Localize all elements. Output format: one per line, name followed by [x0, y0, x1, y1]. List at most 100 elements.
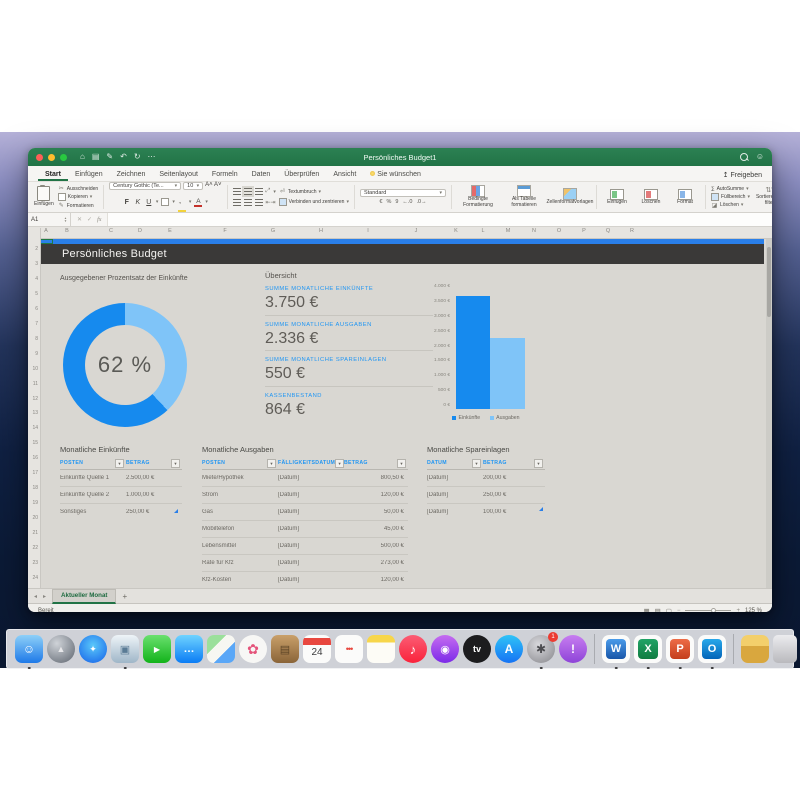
align-right-icon[interactable]: [254, 198, 263, 206]
paste-button[interactable]: Einfügen: [34, 185, 54, 208]
delete-cells-button[interactable]: Löschen: [636, 188, 666, 206]
currency-format-button[interactable]: €: [379, 199, 383, 205]
filter-button[interactable]: ▼: [267, 458, 276, 468]
prev-sheet-arrow[interactable]: ◂: [34, 593, 38, 600]
fill-color-button[interactable]: ◔: [177, 192, 186, 212]
share-button[interactable]: ↥ Freigeben: [722, 171, 762, 180]
filter-button[interactable]: ▼: [397, 458, 406, 468]
dock-app-store-icon[interactable]: A: [495, 635, 523, 663]
table-row[interactable]: Einkünfte Quelle 1 2.500,00 €: [60, 470, 182, 487]
formula-input[interactable]: [108, 213, 772, 226]
clear-button[interactable]: ◪ Löschen ▾: [711, 202, 744, 209]
cut-button[interactable]: ✂ Ausschneiden: [58, 185, 99, 193]
autosum-button[interactable]: ∑ AutoSumme ▾: [710, 185, 749, 192]
minimize-window-button[interactable]: [48, 153, 55, 161]
format-as-table-button[interactable]: Als Tabelle formatieren: [503, 185, 545, 209]
dock-outlook-icon[interactable]: O: [698, 635, 726, 663]
column-headers[interactable]: A B C D E F G H I J K L M N O P Q R: [28, 227, 772, 239]
fill-button[interactable]: Füllbereich ▾: [710, 192, 750, 201]
dock-launchpad-icon[interactable]: ▲: [47, 635, 75, 663]
percent-format-button[interactable]: %: [386, 199, 392, 205]
print-icon[interactable]: ✎: [106, 152, 114, 161]
dock-preview-icon[interactable]: ▣: [111, 635, 139, 663]
zoom-slider-knob[interactable]: [711, 607, 717, 612]
home-icon[interactable]: ⌂: [80, 152, 85, 161]
table-row[interactable]: Einkünfte Quelle 2 1.000,00 €: [60, 487, 182, 504]
orientation-icon[interactable]: ⤢: [265, 188, 271, 194]
dock-safari-icon[interactable]: ✦: [79, 635, 107, 663]
borders-button[interactable]: [161, 198, 170, 206]
income-table[interactable]: Monatliche Einkünfte POSTEN ▼ BETRAG ▼ Ein…: [60, 445, 182, 520]
filter-button[interactable]: ▼: [335, 458, 345, 468]
tab-zeichnen[interactable]: Zeichnen: [116, 171, 146, 178]
bold-button[interactable]: F: [124, 198, 129, 206]
filter-button[interactable]: ▼: [171, 458, 180, 468]
table-row[interactable]: Miete/Hypothek [Datum] 800,50 €: [202, 470, 408, 487]
dock-alert-app-icon[interactable]: !: [559, 635, 587, 663]
filter-button[interactable]: ▼: [534, 458, 543, 468]
dock-powerpoint-icon[interactable]: P: [666, 635, 694, 663]
next-sheet-arrow[interactable]: ▸: [43, 593, 47, 600]
tab-daten[interactable]: Daten: [251, 171, 271, 178]
tab-einfuegen[interactable]: Einfügen: [74, 171, 103, 178]
dock-reminders-icon[interactable]: •••: [335, 635, 363, 663]
conditional-formatting-button[interactable]: Bedingte Formatierung: [457, 185, 499, 209]
dock-package-app-icon[interactable]: [741, 635, 769, 663]
table-row[interactable]: Kfz-Kosten [Datum] 120,00 €: [202, 572, 408, 588]
zoom-level[interactable]: 125 %: [744, 607, 762, 613]
tab-ansicht[interactable]: Ansicht: [333, 171, 357, 178]
format-painter-button[interactable]: ✎ Formatieren: [58, 202, 94, 210]
tab-formeln[interactable]: Formeln: [211, 171, 238, 178]
save-icon[interactable]: ▤: [91, 152, 100, 161]
table-row[interactable]: [Datum] 100,00 €: [427, 509, 507, 515]
table-resize-handle[interactable]: [539, 507, 543, 511]
table-row[interactable]: Strom [Datum] 120,00 €: [202, 487, 408, 504]
bar-ausgaben[interactable]: [490, 338, 525, 409]
tab-start[interactable]: Start: [38, 171, 68, 181]
indent-icons[interactable]: ⇤⇥: [265, 199, 276, 206]
table-row[interactable]: Lebensmittel [Datum] 500,00 €: [202, 538, 408, 555]
bar-chart[interactable]: 4.000 € 3.500 € 3.000 € 2.500 € 2.000 € …: [423, 284, 549, 421]
donut-chart[interactable]: 62 %: [63, 303, 187, 427]
merge-center-button[interactable]: Verbinden und zentrieren ▾: [278, 198, 349, 206]
font-size-select[interactable]: 10 ▾: [183, 182, 204, 190]
normal-view-icon[interactable]: ▦: [643, 607, 650, 613]
font-name-select[interactable]: Century Gothic (Te... ▾: [109, 182, 182, 190]
dock-excel-icon[interactable]: X: [634, 635, 662, 663]
font-color-button[interactable]: A: [194, 197, 203, 207]
name-box-stepper[interactable]: ▲ ▼: [64, 215, 67, 223]
dock-photos-icon[interactable]: ✿: [239, 635, 267, 663]
format-cells-button[interactable]: Format: [670, 188, 700, 206]
search-icon[interactable]: [739, 153, 748, 161]
increase-decimal-button[interactable]: ←.0: [402, 199, 413, 205]
dock-finder-icon[interactable]: ☺: [15, 635, 43, 663]
table-row[interactable]: Rate für Kfz [Datum] 273,00 €: [202, 555, 408, 572]
decrease-decimal-button[interactable]: .0→: [416, 199, 427, 205]
table-row[interactable]: Gas [Datum] 50,00 €: [202, 504, 408, 521]
dock-messages-icon[interactable]: …: [175, 635, 203, 663]
more-icon[interactable]: ⋯: [147, 152, 156, 161]
fx-icon[interactable]: fx: [97, 216, 102, 223]
sheet-tab-aktueller-monat[interactable]: Aktueller Monat: [52, 588, 117, 604]
enter-icon[interactable]: ✓: [87, 217, 93, 223]
cancel-icon[interactable]: ✕: [77, 217, 83, 223]
row1-accent-strip[interactable]: [40, 239, 764, 244]
tab-sie-wuenschen[interactable]: Sie wünschen: [363, 171, 428, 181]
dock-apple-tv-icon[interactable]: tv: [463, 635, 491, 663]
table-row[interactable]: [Datum] 200,00 €: [427, 470, 545, 487]
bar-einkuenfte[interactable]: [456, 295, 490, 409]
italic-button[interactable]: K: [135, 198, 141, 206]
redo-icon[interactable]: ↻: [133, 152, 141, 161]
undo-icon[interactable]: ↶: [120, 152, 127, 161]
dock-system-preferences-icon[interactable]: ✱ 1: [527, 632, 558, 663]
select-all-corner[interactable]: [28, 228, 41, 239]
wrap-text-button[interactable]: ⏎ Textumbruch ▾: [279, 188, 321, 196]
dock-facetime-icon[interactable]: ▶: [143, 635, 171, 663]
dock-music-icon[interactable]: ♪: [399, 635, 427, 663]
dock-word-icon[interactable]: W: [602, 635, 630, 663]
grow-shrink-font-buttons[interactable]: A˄ A˅: [205, 182, 222, 188]
table-resize-handle[interactable]: [174, 509, 178, 513]
insert-cells-button[interactable]: Einfügen: [602, 188, 632, 206]
sort-filter-button[interactable]: ⇅▽ Sortieren und filtern: [754, 187, 772, 207]
